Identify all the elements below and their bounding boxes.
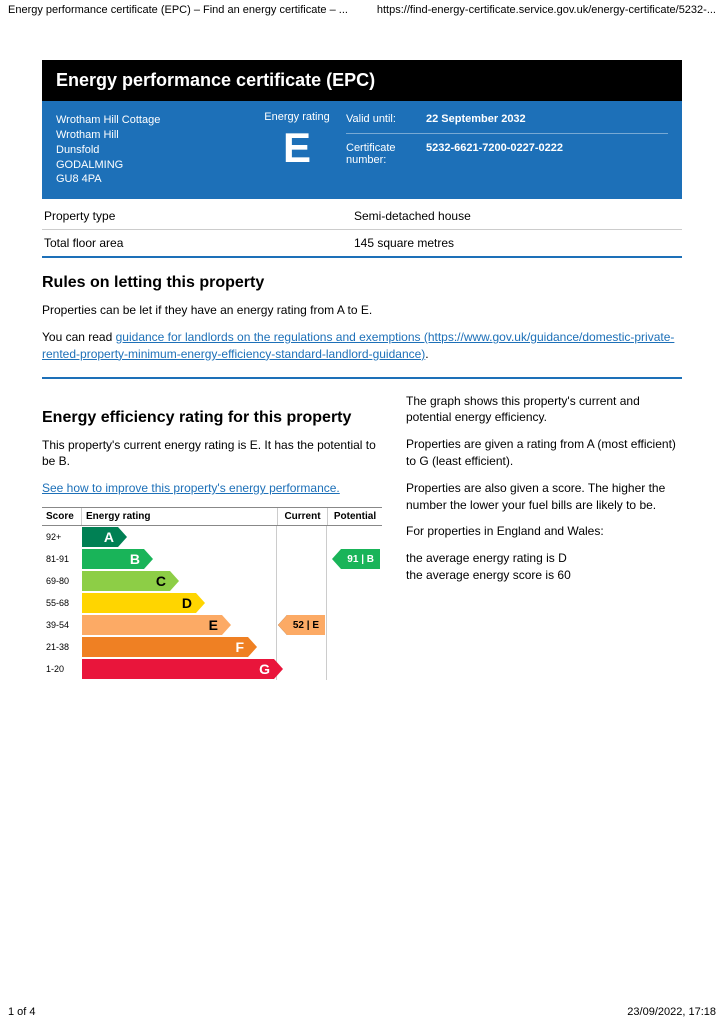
chart-row: 92+ A [42,526,382,548]
chart-score: 1-20 [42,664,82,674]
chart-score: 69-80 [42,576,82,586]
chart-header-rating: Energy rating [82,508,277,525]
page-title-header: Energy performance certificate (EPC) – F… [8,4,348,16]
chart-score: 81-91 [42,554,82,564]
chart-bar-letter: B [130,551,140,567]
valid-until: 22 September 2032 [426,113,526,125]
rating-letter: E [262,127,332,169]
chart-row: 21-38 F [42,636,382,658]
chart-header-potential: Potential [327,508,382,525]
chart-bar: D [82,593,196,613]
prop-val: Semi-detached house [354,209,680,223]
chart-bar-letter: D [182,595,192,611]
right-p4: For properties in England and Wales: [406,523,682,540]
arrow-left-icon [332,549,341,569]
print-date: 23/09/2022, 17:18 [627,1006,716,1018]
table-row: Total floor area 145 square metres [42,230,682,258]
right-p6: the average energy score is 60 [406,567,682,584]
prop-key: Property type [44,209,354,223]
prop-key: Total floor area [44,236,354,250]
summary-box: Wrotham Hill Cottage Wrotham Hill Dunsfo… [42,101,682,199]
chart-bar-letter: C [156,573,166,589]
address-block: Wrotham Hill Cottage Wrotham Hill Dunsfo… [42,101,262,199]
cert-number-label: Certificate number: [346,142,426,166]
potential-marker: 91 | B [341,549,380,569]
page-number: 1 of 4 [8,1006,36,1018]
cert-number: 5232-6621-7200-0227-0222 [426,142,563,166]
chart-row: 81-91 B 91 | B [42,548,382,570]
chart-row: 39-54 E 52 | E [42,614,382,636]
rating-chart: Score Energy rating Current Potential 92… [42,507,382,680]
improve-link[interactable]: See how to improve this property's energ… [42,481,340,495]
efficiency-p1: This property's current energy rating is… [42,437,382,471]
right-p3: Properties are also given a score. The h… [406,480,682,514]
chart-bar-letter: G [259,661,270,677]
right-p2: Properties are given a rating from A (mo… [406,436,682,470]
rules-heading: Rules on letting this property [42,274,682,292]
chart-header-score: Score [42,508,82,525]
current-marker: 52 | E [287,615,325,635]
chart-bar: A [82,527,118,547]
right-p5: the average energy rating is D [406,550,682,567]
validity-block: Valid until: 22 September 2032 Certifica… [332,101,682,199]
address-line: GODALMING [56,158,248,173]
chart-bar-letter: A [104,529,114,545]
chart-bar: F [82,637,248,657]
chart-bar-letter: F [235,639,244,655]
valid-until-label: Valid until: [346,113,426,125]
address-line: GU8 4PA [56,172,248,187]
chart-score: 21-38 [42,642,82,652]
property-table: Property type Semi-detached house Total … [42,203,682,258]
chart-bar: C [82,571,170,591]
rating-block: Energy rating E [262,101,332,199]
landlord-guidance-link[interactable]: guidance for landlords on the regulation… [42,330,674,361]
arrow-left-icon [278,615,287,635]
address-line: Dunsfold [56,143,248,158]
right-p1: The graph shows this property's current … [406,393,682,427]
rules-p2: You can read guidance for landlords on t… [42,329,682,363]
table-row: Property type Semi-detached house [42,203,682,230]
chart-header-current: Current [277,508,327,525]
rating-label: Energy rating [262,111,332,123]
page-url-header: https://find-energy-certificate.service.… [377,4,716,16]
rules-p1: Properties can be let if they have an en… [42,302,682,319]
chart-row: 1-20 G [42,658,382,680]
title-bar: Energy performance certificate (EPC) [42,60,682,101]
chart-bar-letter: E [209,617,218,633]
chart-score: 92+ [42,532,82,542]
rules-p2b: . [425,347,428,361]
chart-bar: B [82,549,144,569]
chart-score: 55-68 [42,598,82,608]
chart-score: 39-54 [42,620,82,630]
section-divider [42,377,682,379]
chart-bar: E [82,615,222,635]
address-line: Wrotham Hill [56,128,248,143]
prop-val: 145 square metres [354,236,680,250]
chart-row: 69-80 C [42,570,382,592]
rules-p2a: You can read [42,330,116,344]
address-line: Wrotham Hill Cottage [56,113,248,128]
chart-bar: G [82,659,274,679]
efficiency-heading: Energy efficiency rating for this proper… [42,409,382,427]
chart-row: 55-68 D [42,592,382,614]
